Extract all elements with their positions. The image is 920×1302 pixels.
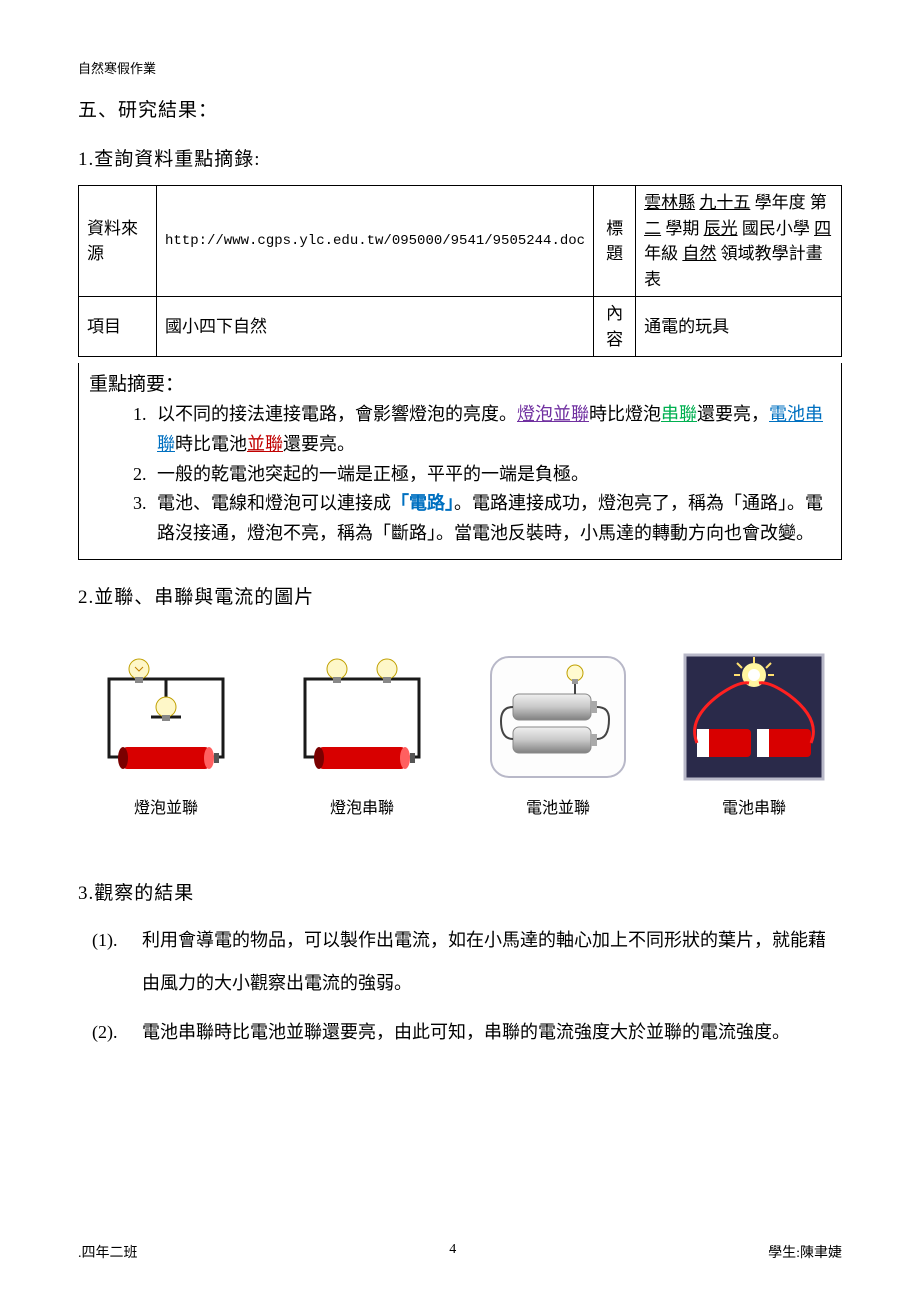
- footer-page-number: 4: [449, 1242, 456, 1262]
- bulb-parallel-icon: [91, 649, 241, 784]
- summary-title: 重點摘要：: [89, 369, 831, 400]
- table-row: 項目 國小四下自然 內容 通電的玩具: [79, 297, 842, 357]
- cell-title-label: 標題: [594, 186, 636, 297]
- battery-series-icon: [679, 649, 829, 784]
- subsection-3-title: 3.觀察的結果: [78, 878, 842, 905]
- cell-source-url: http://www.cgps.ylc.edu.tw/095000/9541/9…: [157, 186, 594, 297]
- diagram-caption: 燈泡並聯: [78, 794, 254, 818]
- summary-box: 重點摘要： 1. 以不同的接法連接電路，會影響燈泡的亮度。燈泡並聯時比燈泡串聯還…: [78, 363, 842, 560]
- section-title: 五、研究結果：: [78, 95, 842, 122]
- table-row: 資料來源 http://www.cgps.ylc.edu.tw/095000/9…: [79, 186, 842, 297]
- cell-source-label: 資料來源: [79, 186, 157, 297]
- footer-student: 學生:陳聿婕: [768, 1242, 842, 1262]
- subsection-1-title: 1.查詢資料重點摘錄:: [78, 144, 842, 171]
- summary-item: 1. 以不同的接法連接電路，會影響燈泡的亮度。燈泡並聯時比燈泡串聯還要亮，電池串…: [133, 400, 831, 459]
- cell-content-value: 通電的玩具: [636, 297, 842, 357]
- summary-item: 3. 電池、電線和燈泡可以連接成「電路」。電路連接成功，燈泡亮了，稱為「通路」。…: [133, 489, 831, 548]
- diagram-battery-parallel: 電池並聯: [470, 649, 646, 818]
- diagram-row: 燈泡並聯 燈泡串聯: [78, 649, 842, 818]
- diagram-caption: 燈泡串聯: [274, 794, 450, 818]
- diagram-battery-series: 電池串聯: [666, 649, 842, 818]
- diagram-bulb-series: 燈泡串聯: [274, 649, 450, 818]
- observation-item: (2). 電池串聯時比電池並聯還要亮，由此可知，串聯的電流強度大於並聯的電流強度…: [92, 1011, 842, 1054]
- doc-header: 自然寒假作業: [78, 58, 842, 77]
- summary-item: 2. 一般的乾電池突起的一端是正極，平平的一端是負極。: [133, 460, 831, 490]
- observation-item: (1). 利用會導電的物品，可以製作出電流，如在小馬達的軸心加上不同形狀的葉片，…: [92, 919, 842, 1005]
- observation-list: (1). 利用會導電的物品，可以製作出電流，如在小馬達的軸心加上不同形狀的葉片，…: [92, 919, 842, 1055]
- cell-item-value: 國小四下自然: [157, 297, 594, 357]
- footer-class: .四年二班: [78, 1242, 138, 1262]
- subsection-2-title: 2.並聯、串聯與電流的圖片: [78, 582, 842, 609]
- cell-title-value: 雲林縣 九十五 學年度 第 二 學期 辰光 國民小學 四 年級 自然 領域教學計…: [636, 186, 842, 297]
- cell-content-label: 內容: [594, 297, 636, 357]
- diagram-caption: 電池串聯: [666, 794, 842, 818]
- info-table: 資料來源 http://www.cgps.ylc.edu.tw/095000/9…: [78, 185, 842, 357]
- cell-item-label: 項目: [79, 297, 157, 357]
- diagram-bulb-parallel: 燈泡並聯: [78, 649, 254, 818]
- battery-parallel-icon: [483, 649, 633, 784]
- diagram-caption: 電池並聯: [470, 794, 646, 818]
- page-footer: .四年二班 4 學生:陳聿婕: [78, 1242, 842, 1262]
- bulb-series-icon: [287, 649, 437, 784]
